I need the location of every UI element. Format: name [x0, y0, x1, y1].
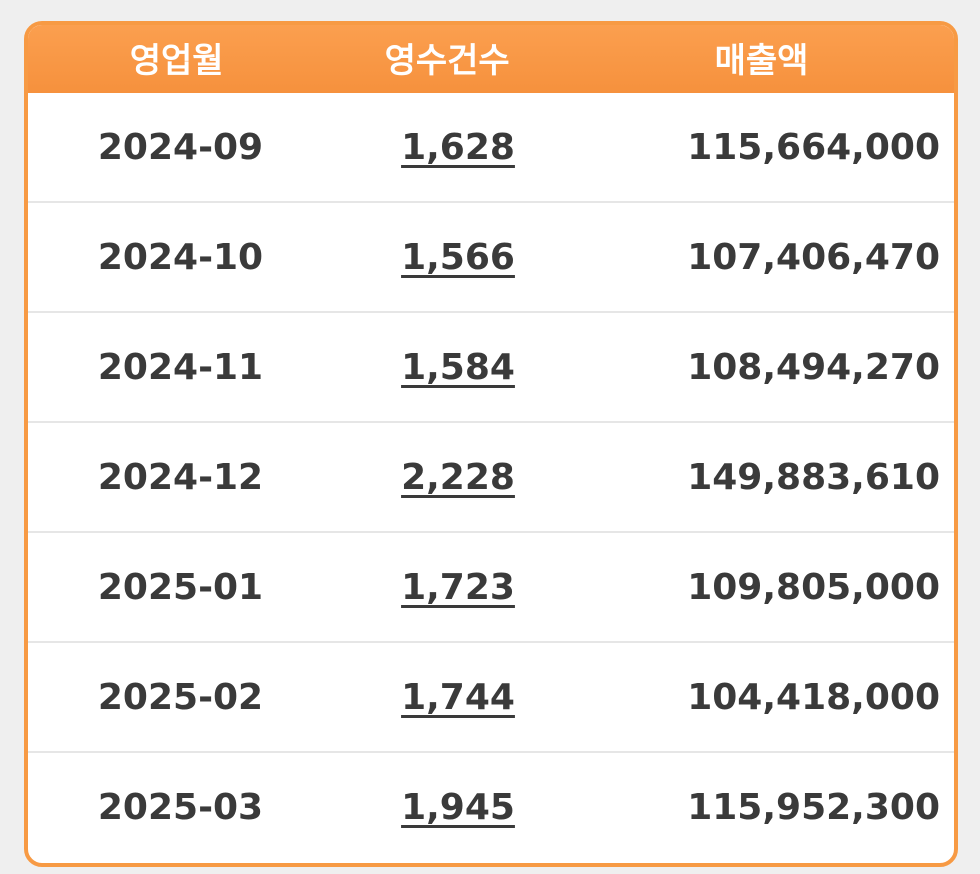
sales-amount-cell: 109,805,000: [687, 566, 940, 608]
sales-amount-cell: 115,664,000: [687, 126, 940, 168]
month-cell: 2025-03: [97, 786, 264, 828]
receipt-count-cell: 1,584: [333, 347, 583, 388]
receipt-count-link[interactable]: 2,228: [401, 456, 515, 498]
table-row: 2024-09 1,628 115,664,000: [28, 93, 954, 201]
table-row: 2025-02 1,744 104,418,000: [28, 641, 954, 751]
table-row: 2024-11 1,584 108,494,270: [28, 311, 954, 421]
receipt-count-link[interactable]: 1,744: [401, 676, 515, 718]
receipt-count-cell: 1,566: [333, 237, 583, 278]
month-cell: 2024-12: [97, 456, 264, 498]
month-cell: 2024-11: [97, 346, 264, 388]
table-row: 2024-10 1,566 107,406,470: [28, 201, 954, 311]
header-receipt-count: 영수건수: [384, 40, 510, 81]
sales-amount-cell: 115,952,300: [687, 786, 940, 828]
sales-amount-cell: 104,418,000: [687, 676, 940, 718]
receipt-count-link[interactable]: 1,584: [401, 346, 515, 388]
receipt-count-cell: 1,945: [333, 787, 583, 828]
sales-amount-cell: 108,494,270: [687, 346, 940, 388]
table-row: 2025-01 1,723 109,805,000: [28, 531, 954, 641]
month-cell: 2025-01: [97, 566, 264, 608]
receipt-count-cell: 1,723: [333, 567, 583, 608]
table-row: 2024-12 2,228 149,883,610: [28, 421, 954, 531]
sales-amount-cell: 149,883,610: [687, 456, 940, 498]
table-body: 2024-09 1,628 115,664,000 2024-10 1,566 …: [28, 93, 954, 861]
month-cell: 2025-02: [97, 676, 264, 718]
sales-amount-cell: 107,406,470: [687, 236, 940, 278]
header-month: 영업월: [129, 40, 224, 81]
receipt-count-cell: 2,228: [333, 457, 583, 498]
receipt-count-link[interactable]: 1,566: [401, 236, 515, 278]
receipt-count-link[interactable]: 1,723: [401, 566, 515, 608]
sales-table-card: 영업월 영수건수 매출액 2024-09 1,628 115,664,000 2…: [24, 21, 958, 867]
table-row: 2025-03 1,945 115,952,300: [28, 751, 954, 861]
receipt-count-link[interactable]: 1,945: [401, 786, 515, 828]
receipt-count-link[interactable]: 1,628: [401, 126, 515, 168]
month-cell: 2024-10: [97, 236, 264, 278]
table-header: 영업월 영수건수 매출액: [28, 25, 954, 93]
receipt-count-cell: 1,744: [333, 677, 583, 718]
month-cell: 2024-09: [97, 126, 264, 168]
header-sales-amount: 매출액: [714, 40, 809, 81]
receipt-count-cell: 1,628: [333, 127, 583, 168]
